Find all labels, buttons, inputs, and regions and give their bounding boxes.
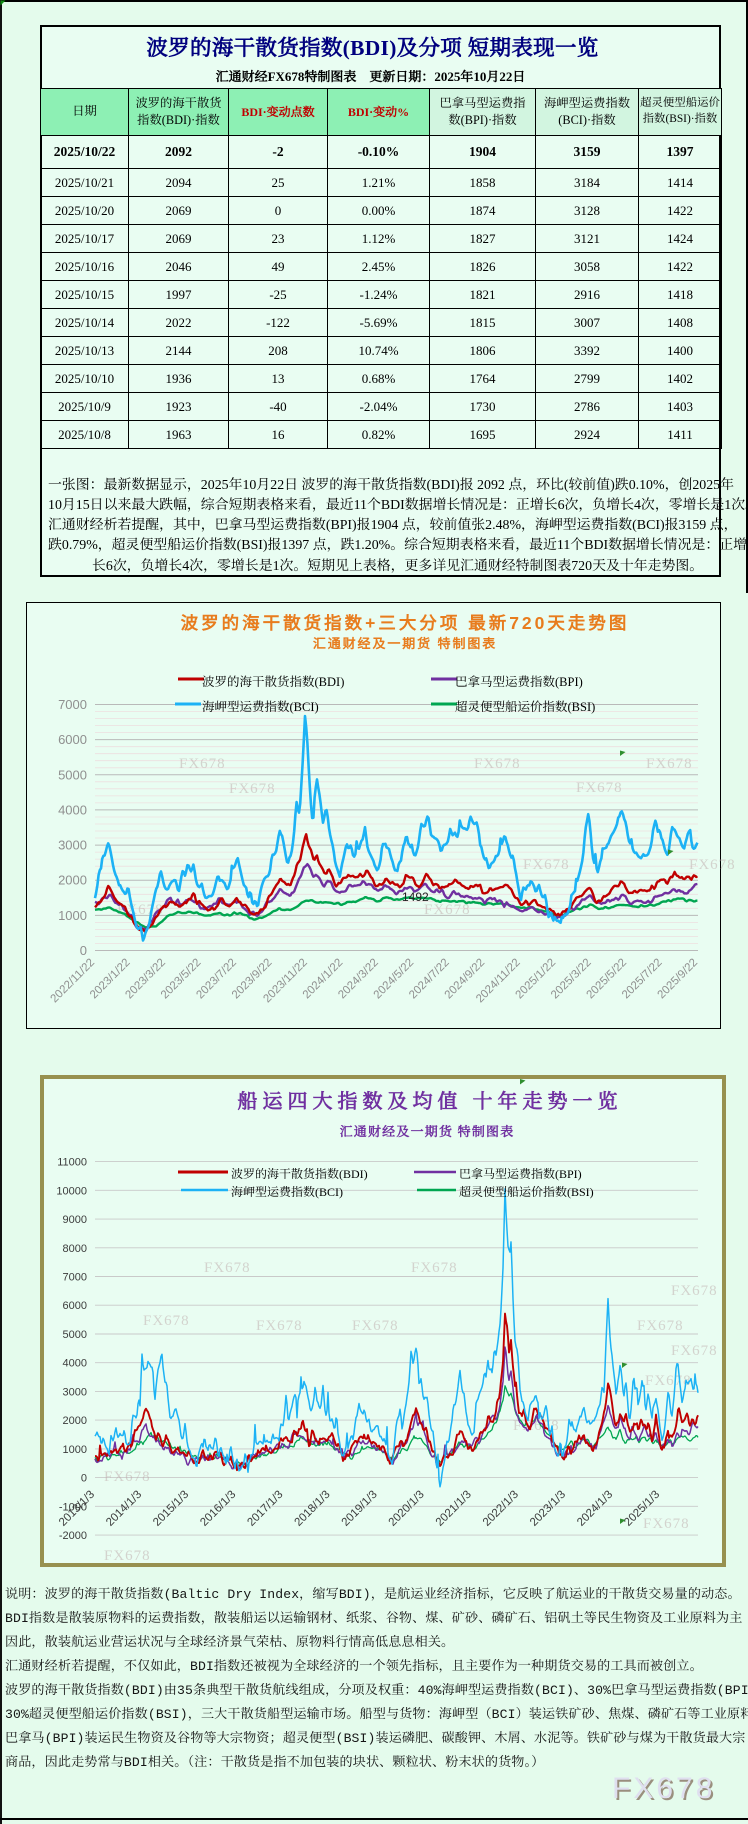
svg-text:FX678: FX678 — [179, 756, 226, 772]
svg-text:FX678: FX678 — [646, 756, 693, 772]
svg-text:-2000: -2000 — [59, 1530, 87, 1542]
svg-text:7000: 7000 — [58, 697, 87, 712]
svg-text:FX678: FX678 — [671, 1343, 718, 1359]
svg-text:4000: 4000 — [63, 1358, 87, 1370]
svg-text:FX678: FX678 — [474, 756, 521, 772]
svg-text:FX678: FX678 — [671, 1283, 718, 1299]
svg-text:2022/1/3: 2022/1/3 — [481, 1489, 521, 1529]
svg-text:6000: 6000 — [58, 732, 87, 747]
svg-text:2016/1/3: 2016/1/3 — [198, 1489, 238, 1529]
svg-text:2000: 2000 — [63, 1415, 87, 1427]
svg-text:2017/1/3: 2017/1/3 — [245, 1489, 285, 1529]
svg-text:FX678: FX678 — [576, 780, 623, 796]
svg-text:FX678: FX678 — [424, 902, 471, 918]
svg-text:5000: 5000 — [58, 767, 87, 782]
svg-text:5000: 5000 — [63, 1329, 87, 1341]
svg-text:2022/11/22: 2022/11/22 — [49, 957, 98, 1006]
svg-text:6000: 6000 — [63, 1300, 87, 1312]
svg-text:11000: 11000 — [57, 1157, 87, 1169]
svg-text:FX678: FX678 — [104, 1548, 151, 1564]
svg-text:3000: 3000 — [63, 1386, 87, 1398]
svg-text:0: 0 — [80, 943, 87, 958]
svg-text:FX678: FX678 — [229, 781, 276, 797]
svg-text:FX678: FX678 — [689, 857, 736, 873]
svg-text:2023/1/3: 2023/1/3 — [528, 1489, 568, 1529]
svg-text:7000: 7000 — [63, 1272, 87, 1284]
svg-text:2000: 2000 — [58, 873, 87, 888]
svg-text:FX678: FX678 — [523, 857, 570, 873]
svg-text:9000: 9000 — [63, 1214, 87, 1226]
svg-text:FX678: FX678 — [637, 1318, 684, 1334]
svg-text:2015/1/3: 2015/1/3 — [151, 1489, 191, 1529]
svg-text:0: 0 — [81, 1473, 87, 1485]
svg-text:FX678: FX678 — [256, 1318, 303, 1334]
svg-text:2021/1/3: 2021/1/3 — [434, 1489, 474, 1529]
svg-text:FX678: FX678 — [104, 1469, 151, 1485]
svg-text:FX678: FX678 — [513, 1418, 560, 1434]
svg-text:-1000: -1000 — [59, 1501, 87, 1513]
svg-text:2018/1/3: 2018/1/3 — [292, 1489, 332, 1529]
svg-text:FX678: FX678 — [204, 1260, 251, 1276]
svg-text:10000: 10000 — [56, 1185, 87, 1197]
svg-text:2019/1/3: 2019/1/3 — [340, 1489, 380, 1529]
svg-text:FX678: FX678 — [143, 1313, 190, 1329]
svg-text:2014/1/3: 2014/1/3 — [104, 1489, 144, 1529]
svg-text:1000: 1000 — [63, 1444, 87, 1456]
svg-text:1492: 1492 — [402, 890, 429, 904]
svg-text:3000: 3000 — [58, 838, 87, 853]
svg-text:FX678: FX678 — [643, 1516, 690, 1532]
svg-text:4000: 4000 — [58, 802, 87, 817]
svg-text:FX678: FX678 — [411, 1260, 458, 1276]
svg-text:2020/1/3: 2020/1/3 — [387, 1489, 427, 1529]
svg-text:2024/1/3: 2024/1/3 — [575, 1489, 615, 1529]
svg-text:1000: 1000 — [58, 908, 87, 923]
svg-text:8000: 8000 — [63, 1243, 87, 1255]
svg-text:FX678: FX678 — [352, 1318, 399, 1334]
